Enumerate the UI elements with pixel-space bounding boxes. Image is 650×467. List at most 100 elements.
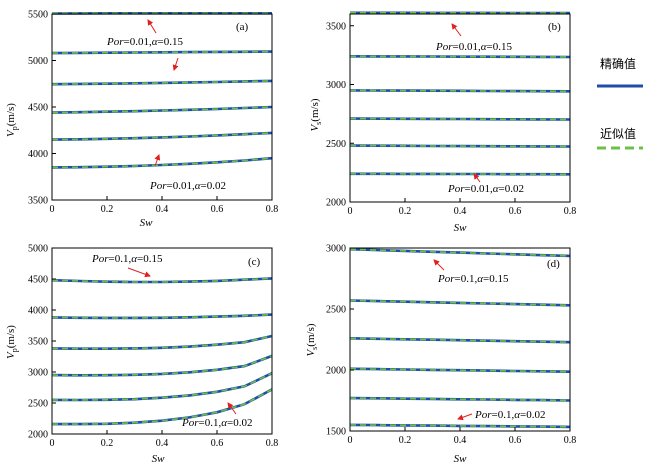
series-line-approx xyxy=(350,173,571,176)
ann-por-val: =0.01, xyxy=(453,41,481,53)
ann-por: Por xyxy=(181,417,199,429)
annotation-top: Por=0.01,α=0.15 xyxy=(106,36,183,48)
x-tick-label: 0.2 xyxy=(399,206,412,217)
annotation-arrow xyxy=(451,23,462,37)
y-tick-label: 2500 xyxy=(28,399,48,410)
panel-a: 0 0.2 0.4 0.6 0.8 3500 4000 4500 5000 5500 (a) Sw… xyxy=(5,10,278,230)
x-tick-label: 0.8 xyxy=(266,438,279,449)
ann-alpha: α xyxy=(195,180,201,192)
y-tick-label: 3500 xyxy=(326,21,346,32)
ann-alpha: α xyxy=(152,36,158,48)
annotation-arrow xyxy=(172,57,179,71)
ann-por: Por xyxy=(437,273,455,285)
ann-por-val: =0.1, xyxy=(492,409,515,421)
series-line-approx xyxy=(349,55,571,58)
annotation-arrow xyxy=(433,259,445,271)
x-tick-label: 0.2 xyxy=(399,435,412,446)
ann-alpha: α xyxy=(131,253,137,265)
series-line-approx xyxy=(52,388,273,425)
x-tick-label: 0.8 xyxy=(564,435,577,446)
y-tick-label: 3000 xyxy=(28,368,48,379)
y-tick-label: 2000 xyxy=(28,430,48,441)
x-tick-label: 0.4 xyxy=(454,435,467,446)
x-axis-label: Sw xyxy=(140,217,154,229)
series-line-approx xyxy=(51,50,273,54)
panel-b: 0 0.2 0.4 0.6 0.8 2000 2500 3000 3500 (b) Sw Vs(… xyxy=(309,11,577,234)
ann-por-val: =0.1, xyxy=(199,417,222,429)
y-tick-label: 4000 xyxy=(28,149,48,160)
series-line-approx xyxy=(349,337,571,343)
annotation-arrow xyxy=(473,173,481,183)
x-tick-label: 0.6 xyxy=(509,435,522,446)
ann-por-val: =0.01, xyxy=(167,180,195,192)
y-axis-label-sub: s xyxy=(310,347,319,350)
ann-alpha: α xyxy=(481,41,487,53)
annotation-arrow xyxy=(457,413,473,421)
y-axis-label: Vs(m/s) xyxy=(309,98,323,131)
x-tick-label: 0.2 xyxy=(101,438,114,449)
series-line-approx xyxy=(349,248,571,257)
y-axis-label: Vs(m/s) xyxy=(305,323,319,356)
x-tick-label: 0.4 xyxy=(454,206,467,217)
y-tick-label: 5500 xyxy=(28,10,48,21)
annotation-top: Por=0.01,α=0.15 xyxy=(435,41,512,53)
y-tick-label: 3000 xyxy=(326,80,346,91)
series-line-approx xyxy=(51,106,273,114)
annotation-bottom: Por=0.01,α=0.02 xyxy=(447,183,524,195)
x-tick-label: 0 xyxy=(50,204,55,215)
series-line-exact xyxy=(51,354,273,377)
legend-label-exact: 精确值 xyxy=(600,56,636,71)
y-axis-label-sub: p xyxy=(10,348,19,352)
y-tick-label: 4500 xyxy=(28,103,48,114)
x-tick-label: 0 xyxy=(50,438,55,449)
y-axis-label-main: V xyxy=(5,129,17,137)
ann-alpha-val: =0.15 xyxy=(487,41,513,53)
ann-por: Por xyxy=(474,409,492,421)
annotation-top: Por=0.1,α=0.15 xyxy=(437,273,509,285)
ann-alpha: α xyxy=(514,409,520,421)
y-tick-label: 4500 xyxy=(28,275,48,286)
series-line-approx xyxy=(51,335,273,350)
series-line-exact xyxy=(51,372,273,402)
series-line-approx xyxy=(51,313,273,319)
y-axis-label-unit: (m/s) xyxy=(309,98,321,122)
series-line-approx xyxy=(349,368,571,373)
panel-label: (d) xyxy=(547,258,560,270)
series-line-approx xyxy=(349,424,571,428)
y-axis-label-main: V xyxy=(305,349,317,357)
ann-por-val: =0.1, xyxy=(455,273,478,285)
x-tick-label: 0.8 xyxy=(266,204,279,215)
ann-por: Por xyxy=(106,36,124,48)
ann-alpha-val: =0.02 xyxy=(520,409,545,421)
y-axis-label-unit: (m/s) xyxy=(5,103,17,127)
ann-por: Por xyxy=(447,183,465,195)
y-tick-label: 3500 xyxy=(28,337,48,348)
annotation-top: Por=0.1,α=0.15 xyxy=(91,253,163,265)
ann-alpha-val: =0.15 xyxy=(137,253,163,265)
y-tick-label: 2000 xyxy=(326,198,346,209)
annotation-arrow xyxy=(227,402,237,415)
y-tick-label: 3000 xyxy=(326,244,346,255)
y-tick-label: 4000 xyxy=(28,306,48,317)
y-tick-label: 5000 xyxy=(28,244,48,255)
series-line-approx xyxy=(349,89,571,93)
legend-label-approx: 近似值 xyxy=(600,126,636,141)
ann-por: Por xyxy=(91,253,109,265)
ann-alpha-val: =0.02 xyxy=(499,183,524,195)
series-line-approx xyxy=(51,277,273,283)
panel-label: (b) xyxy=(548,21,561,33)
y-axis-label-unit: (m/s) xyxy=(305,323,317,347)
x-tick-label: 0.8 xyxy=(564,206,577,217)
x-axis-label: Sw xyxy=(454,453,468,465)
y-tick-label: 3500 xyxy=(28,196,48,207)
ann-alpha-val: =0.15 xyxy=(158,36,184,48)
y-axis-label-unit: (m/s) xyxy=(5,325,17,349)
series-line-approx xyxy=(51,372,273,401)
annotation-arrow xyxy=(154,154,161,167)
ann-alpha-val: =0.15 xyxy=(483,273,509,285)
panel-c: 0 0.2 0.4 0.6 0.8 2000 2500 3000 3500 4000 4500 500… xyxy=(5,244,278,466)
ann-alpha: α xyxy=(477,273,483,285)
y-axis-label-main: V xyxy=(5,351,17,359)
ann-por-val: =0.01, xyxy=(124,36,152,48)
